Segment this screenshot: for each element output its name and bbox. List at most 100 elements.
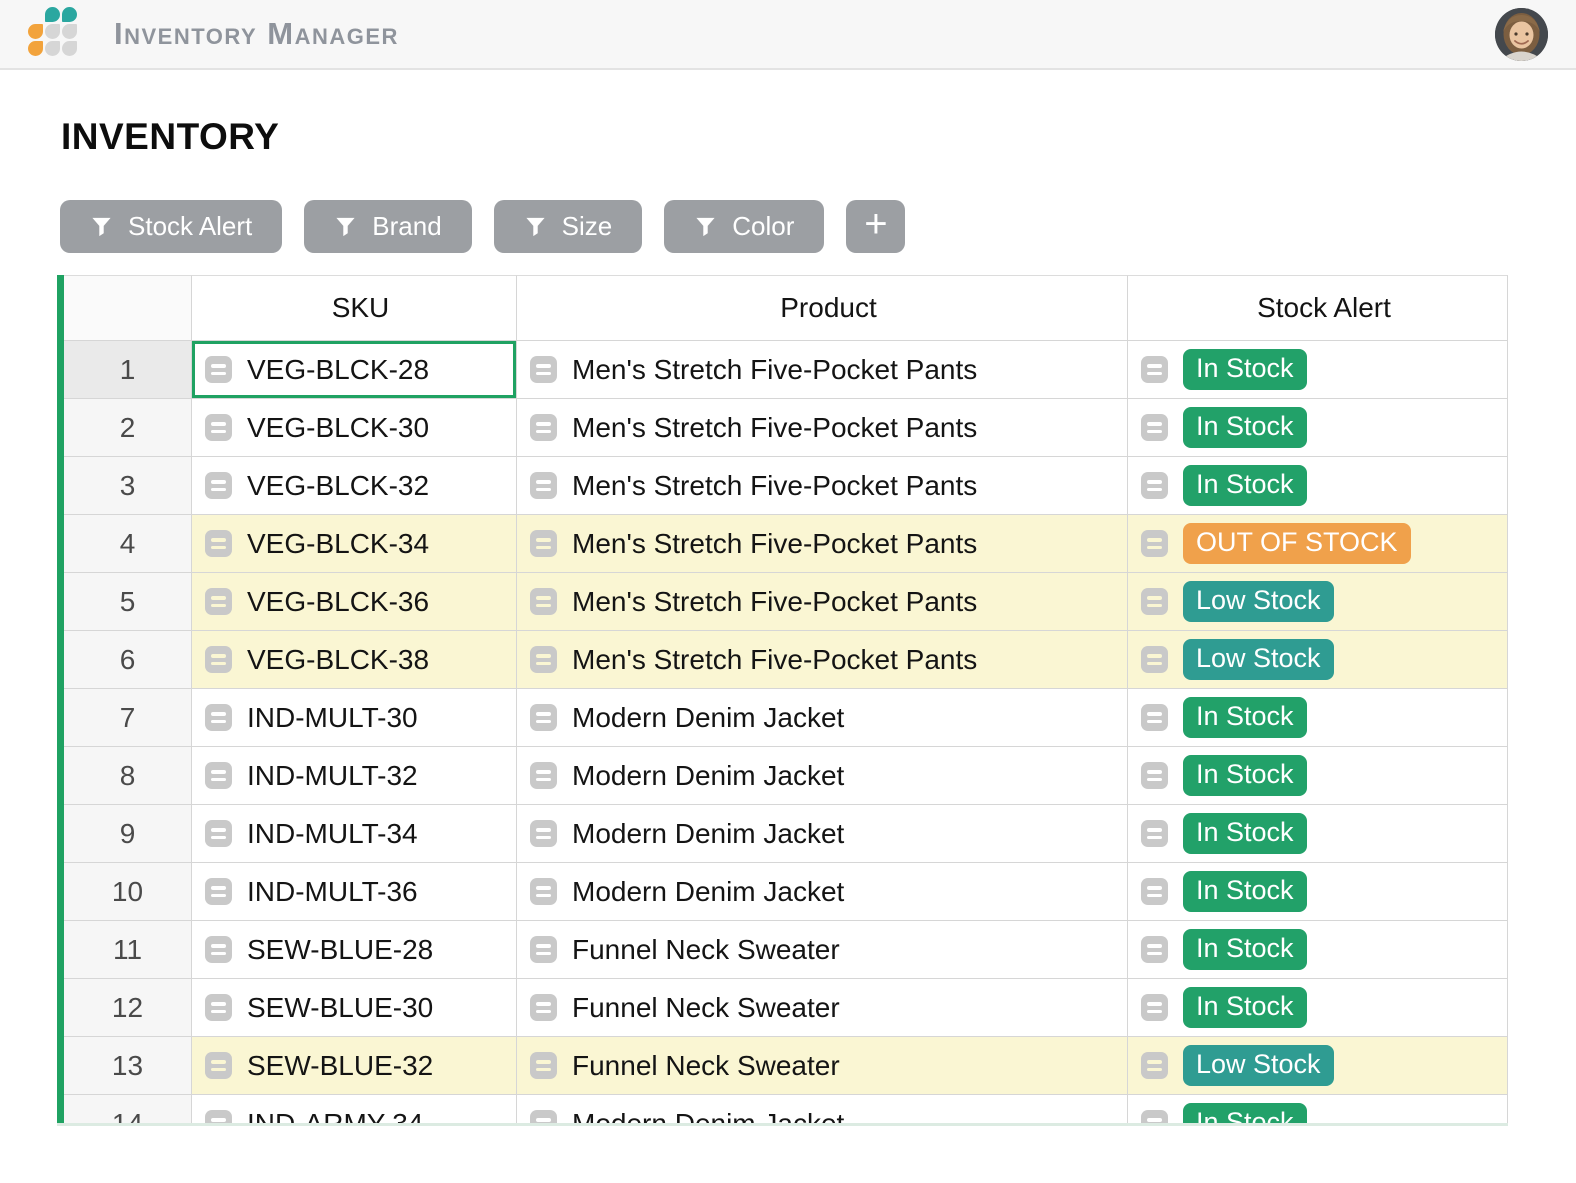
stock-alert-cell[interactable]: In Stock	[1128, 1095, 1508, 1123]
sku-cell[interactable]: VEG-BLCK-30	[192, 399, 517, 457]
sku-cell[interactable]: IND-MULT-32	[192, 747, 517, 805]
cell-expand-icon[interactable]	[205, 646, 232, 673]
cell-expand-icon[interactable]	[205, 1110, 232, 1123]
cell-expand-icon[interactable]	[205, 994, 232, 1021]
stock-alert-cell[interactable]: In Stock	[1128, 805, 1508, 863]
cell-expand-icon[interactable]	[530, 878, 557, 905]
row-number[interactable]: 10	[64, 863, 192, 921]
stock-alert-cell[interactable]: In Stock	[1128, 689, 1508, 747]
cell-expand-icon[interactable]	[1141, 704, 1168, 731]
cell-expand-icon[interactable]	[205, 820, 232, 847]
cell-expand-icon[interactable]	[530, 1110, 557, 1123]
filter-button-color[interactable]: Color	[664, 200, 825, 253]
product-cell[interactable]: Men's Stretch Five-Pocket Pants	[517, 573, 1128, 631]
cell-expand-icon[interactable]	[1141, 878, 1168, 905]
cell-expand-icon[interactable]	[530, 936, 557, 963]
row-number[interactable]: 2	[64, 399, 192, 457]
product-cell[interactable]: Men's Stretch Five-Pocket Pants	[517, 341, 1128, 399]
sku-cell[interactable]: VEG-BLCK-38	[192, 631, 517, 689]
cell-expand-icon[interactable]	[205, 356, 232, 383]
row-number[interactable]: 5	[64, 573, 192, 631]
sku-cell[interactable]: SEW-BLUE-28	[192, 921, 517, 979]
product-cell[interactable]: Men's Stretch Five-Pocket Pants	[517, 399, 1128, 457]
cell-expand-icon[interactable]	[205, 704, 232, 731]
column-header-sku[interactable]: SKU	[192, 275, 517, 341]
cell-expand-icon[interactable]	[1141, 472, 1168, 499]
cell-expand-icon[interactable]	[205, 414, 232, 441]
cell-expand-icon[interactable]	[1141, 646, 1168, 673]
user-avatar[interactable]	[1495, 7, 1548, 61]
row-number[interactable]: 6	[64, 631, 192, 689]
cell-expand-icon[interactable]	[1141, 530, 1168, 557]
cell-expand-icon[interactable]	[205, 762, 232, 789]
sku-cell[interactable]: IND-MULT-34	[192, 805, 517, 863]
column-header-product[interactable]: Product	[517, 275, 1128, 341]
sku-cell[interactable]: SEW-BLUE-30	[192, 979, 517, 1037]
product-cell[interactable]: Modern Denim Jacket	[517, 689, 1128, 747]
product-cell[interactable]: Modern Denim Jacket	[517, 747, 1128, 805]
cell-expand-icon[interactable]	[530, 646, 557, 673]
filter-button-size[interactable]: Size	[493, 200, 643, 253]
cell-expand-icon[interactable]	[530, 356, 557, 383]
cell-expand-icon[interactable]	[205, 936, 232, 963]
cell-expand-icon[interactable]	[530, 472, 557, 499]
cell-expand-icon[interactable]	[205, 1052, 232, 1079]
sku-cell[interactable]: VEG-BLCK-32	[192, 457, 517, 515]
add-filter-button[interactable]: +	[846, 200, 906, 253]
stock-alert-cell[interactable]: OUT OF STOCK	[1128, 515, 1508, 573]
stock-alert-cell[interactable]: Low Stock	[1128, 1037, 1508, 1095]
cell-expand-icon[interactable]	[1141, 356, 1168, 383]
product-cell[interactable]: Modern Denim Jacket	[517, 863, 1128, 921]
product-cell[interactable]: Modern Denim Jacket	[517, 805, 1128, 863]
cell-expand-icon[interactable]	[205, 530, 232, 557]
row-number[interactable]: 8	[64, 747, 192, 805]
stock-alert-cell[interactable]: In Stock	[1128, 399, 1508, 457]
cell-expand-icon[interactable]	[1141, 994, 1168, 1021]
stock-alert-cell[interactable]: In Stock	[1128, 747, 1508, 805]
row-number[interactable]: 4	[64, 515, 192, 573]
sku-cell[interactable]: VEG-BLCK-36	[192, 573, 517, 631]
product-cell[interactable]: Men's Stretch Five-Pocket Pants	[517, 515, 1128, 573]
product-cell[interactable]: Funnel Neck Sweater	[517, 921, 1128, 979]
cell-expand-icon[interactable]	[1141, 414, 1168, 441]
row-number-header[interactable]	[64, 275, 192, 341]
cell-expand-icon[interactable]	[530, 994, 557, 1021]
sku-cell[interactable]: IND-MULT-36	[192, 863, 517, 921]
product-cell[interactable]: Modern Denim Jacket	[517, 1095, 1128, 1123]
stock-alert-cell[interactable]: In Stock	[1128, 341, 1508, 399]
filter-button-brand[interactable]: Brand	[304, 200, 472, 253]
filter-button-stock-alert[interactable]: Stock Alert	[60, 200, 283, 253]
cell-expand-icon[interactable]	[1141, 936, 1168, 963]
cell-expand-icon[interactable]	[1141, 762, 1168, 789]
cell-expand-icon[interactable]	[1141, 820, 1168, 847]
row-number[interactable]: 7	[64, 689, 192, 747]
row-number[interactable]: 14	[64, 1095, 192, 1123]
stock-alert-cell[interactable]: In Stock	[1128, 863, 1508, 921]
product-cell[interactable]: Funnel Neck Sweater	[517, 979, 1128, 1037]
cell-expand-icon[interactable]	[205, 472, 232, 499]
row-number[interactable]: 9	[64, 805, 192, 863]
sku-cell[interactable]: IND-ARMY-34	[192, 1095, 517, 1123]
cell-expand-icon[interactable]	[1141, 1052, 1168, 1079]
cell-expand-icon[interactable]	[205, 588, 232, 615]
row-number[interactable]: 1	[64, 341, 192, 399]
cell-expand-icon[interactable]	[1141, 588, 1168, 615]
product-cell[interactable]: Men's Stretch Five-Pocket Pants	[517, 631, 1128, 689]
cell-expand-icon[interactable]	[530, 820, 557, 847]
row-number[interactable]: 12	[64, 979, 192, 1037]
product-cell[interactable]: Funnel Neck Sweater	[517, 1037, 1128, 1095]
product-cell[interactable]: Men's Stretch Five-Pocket Pants	[517, 457, 1128, 515]
column-header-stock-alert[interactable]: Stock Alert	[1128, 275, 1508, 341]
cell-expand-icon[interactable]	[205, 878, 232, 905]
stock-alert-cell[interactable]: Low Stock	[1128, 573, 1508, 631]
sku-cell[interactable]: SEW-BLUE-32	[192, 1037, 517, 1095]
row-number[interactable]: 3	[64, 457, 192, 515]
cell-expand-icon[interactable]	[530, 588, 557, 615]
cell-expand-icon[interactable]	[530, 762, 557, 789]
stock-alert-cell[interactable]: In Stock	[1128, 979, 1508, 1037]
sku-cell[interactable]: VEG-BLCK-28	[192, 341, 517, 399]
cell-expand-icon[interactable]	[530, 530, 557, 557]
row-number[interactable]: 13	[64, 1037, 192, 1095]
cell-expand-icon[interactable]	[530, 1052, 557, 1079]
sku-cell[interactable]: IND-MULT-30	[192, 689, 517, 747]
